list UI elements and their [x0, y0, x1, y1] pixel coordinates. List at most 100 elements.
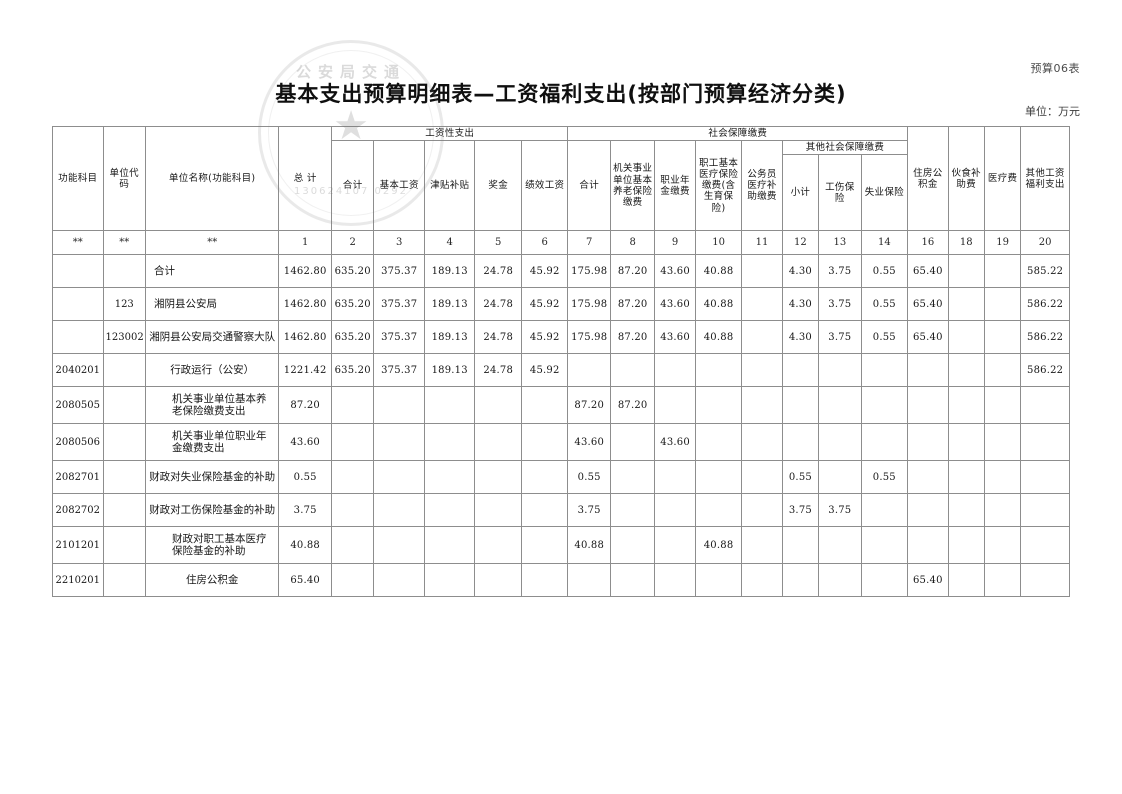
cell-annuity: 43.60 — [654, 320, 696, 355]
cell-social-total: 175.98 — [567, 254, 611, 289]
table-row: 123002 湘阴县公安局交通警察大队 1462.80 635.20 375.37 189… — [52, 320, 1070, 355]
cell-unit-code — [102, 460, 146, 495]
cell-other-welfare — [1020, 526, 1070, 565]
cell-basic-wage: 375.37 — [373, 287, 425, 322]
cell-unit-code: 123 — [102, 287, 146, 322]
cell-unemployment-insurance — [860, 526, 909, 565]
cell-other-welfare: 585.22 — [1020, 254, 1070, 289]
column-number-row: ** ** ** 1 2 3 4 5 6 7 8 9 10 11 12 13 14 16 18 19 20 — [52, 230, 1070, 256]
cell-annuity — [654, 353, 696, 388]
cell-wage-total — [330, 526, 375, 565]
cell-unit-name: 财政对工伤保险基金的补助 — [144, 493, 280, 528]
cell-performance-wage — [520, 460, 569, 495]
cell-meal-subsidy — [947, 320, 985, 355]
cell-unit-name: 财政对职工基本医疗保险基金的补助 — [144, 526, 280, 565]
col-header-medical-insurance: 职工基本医疗保险缴费(含生育保险) — [694, 140, 743, 232]
column-number-cell: 14 — [860, 230, 909, 256]
column-number-cell: 18 — [947, 230, 985, 256]
unit-note: 单位：万元 — [1025, 105, 1080, 118]
header-row-group: 功能科目 单位代码 单位名称(功能科目) 总 计 工资性支出 社会保障缴费 住房… — [52, 125, 1070, 232]
cell-housing-fund — [907, 460, 949, 495]
cell-annuity — [654, 386, 696, 425]
cell-total: 1462.80 — [278, 287, 332, 322]
cell-basic-wage — [373, 423, 425, 462]
cell-annuity: 43.60 — [654, 254, 696, 289]
column-number-cell: 16 — [907, 230, 949, 256]
cell-pension — [609, 493, 656, 528]
form-number: 预算06表 — [1030, 62, 1080, 75]
cell-allowance — [423, 386, 476, 425]
cell-other-subtotal: 4.30 — [781, 320, 820, 355]
table-row: 2082702 财政对工伤保险基金的补助 3.75 3.75 3.75 3.75 — [52, 493, 1070, 528]
cell-basic-wage: 375.37 — [373, 320, 425, 355]
cell-func-code: 2082702 — [52, 493, 104, 528]
cell-unit-code — [102, 563, 146, 598]
cell-func-code: 2210201 — [52, 563, 104, 598]
page-title: 基本支出预算明细表—工资福利支出(按部门预算经济分类) — [275, 82, 847, 106]
cell-civil-servant-medical — [741, 254, 783, 289]
cell-injury-insurance — [818, 526, 862, 565]
column-number-cell: 8 — [609, 230, 656, 256]
col-header-basic-wage: 基本工资 — [373, 140, 425, 232]
cell-pension: 87.20 — [609, 287, 656, 322]
col-header-pension: 机关事业单位基本养老保险缴费 — [609, 140, 656, 232]
cell-allowance — [423, 460, 476, 495]
cell-basic-wage — [373, 386, 425, 425]
table-row: 合计 1462.80 635.20 375.37 189.13 24.78 45.92 175… — [52, 254, 1070, 289]
cell-pension — [609, 526, 656, 565]
cell-medical-fee — [983, 526, 1022, 565]
cell-other-welfare — [1020, 493, 1070, 528]
cell-injury-insurance: 3.75 — [818, 493, 862, 528]
cell-unit-name: 合计 — [144, 254, 280, 289]
cell-injury-insurance — [818, 460, 862, 495]
cell-total: 87.20 — [278, 386, 332, 425]
cell-total: 40.88 — [278, 526, 332, 565]
cell-basic-wage — [373, 563, 425, 598]
column-number-cell: 4 — [423, 230, 476, 256]
cell-medical-fee — [983, 423, 1022, 462]
cell-meal-subsidy — [947, 563, 985, 598]
col-header-other-welfare: 其他工资福利支出 — [1020, 125, 1070, 232]
cell-unit-name: 湘阴县公安局交通警察大队 — [144, 320, 280, 355]
col-header-meal-subsidy: 伙食补助费 — [947, 125, 985, 232]
cell-medical-insurance: 40.88 — [694, 254, 743, 289]
cell-allowance — [423, 526, 476, 565]
cell-medical-fee — [983, 493, 1022, 528]
column-number-cell: 12 — [781, 230, 820, 256]
cell-unit-name: 行政运行（公安） — [144, 353, 280, 388]
cell-medical-fee — [983, 320, 1022, 355]
cell-unemployment-insurance — [860, 563, 909, 598]
cell-housing-fund — [907, 353, 949, 388]
cell-medical-fee — [983, 353, 1022, 388]
col-group-wage-expenditure: 工资性支出 — [330, 125, 569, 142]
cell-performance-wage: 45.92 — [520, 287, 569, 322]
cell-injury-insurance — [818, 386, 862, 425]
cell-pension: 87.20 — [609, 254, 656, 289]
cell-medical-fee — [983, 287, 1022, 322]
cell-meal-subsidy — [947, 287, 985, 322]
col-group-other-social-insurance: 其他社会保障缴费 — [781, 140, 909, 156]
cell-social-total: 3.75 — [567, 493, 611, 528]
cell-annuity: 43.60 — [654, 287, 696, 322]
cell-civil-servant-medical — [741, 526, 783, 565]
cell-civil-servant-medical — [741, 320, 783, 355]
cell-unit-name: 机关事业单位基本养老保险缴费支出 — [144, 386, 280, 425]
column-number-cell: ** — [52, 230, 104, 256]
cell-bonus: 24.78 — [474, 254, 522, 289]
cell-bonus — [474, 460, 522, 495]
cell-other-subtotal — [781, 563, 820, 598]
cell-allowance: 189.13 — [423, 320, 476, 355]
cell-medical-insurance — [694, 386, 743, 425]
cell-other-subtotal — [781, 423, 820, 462]
cell-unit-code: 123002 — [102, 320, 146, 355]
cell-other-welfare — [1020, 460, 1070, 495]
cell-total: 43.60 — [278, 423, 332, 462]
cell-unit-name: 住房公积金 — [144, 563, 280, 598]
cell-other-welfare: 586.22 — [1020, 287, 1070, 322]
cell-annuity — [654, 526, 696, 565]
cell-civil-servant-medical — [741, 423, 783, 462]
table-row: 2040201 行政运行（公安） 1221.42 635.20 375.37 189.13… — [52, 353, 1070, 388]
cell-meal-subsidy — [947, 353, 985, 388]
column-number-cell: 9 — [654, 230, 696, 256]
cell-wage-total — [330, 386, 375, 425]
